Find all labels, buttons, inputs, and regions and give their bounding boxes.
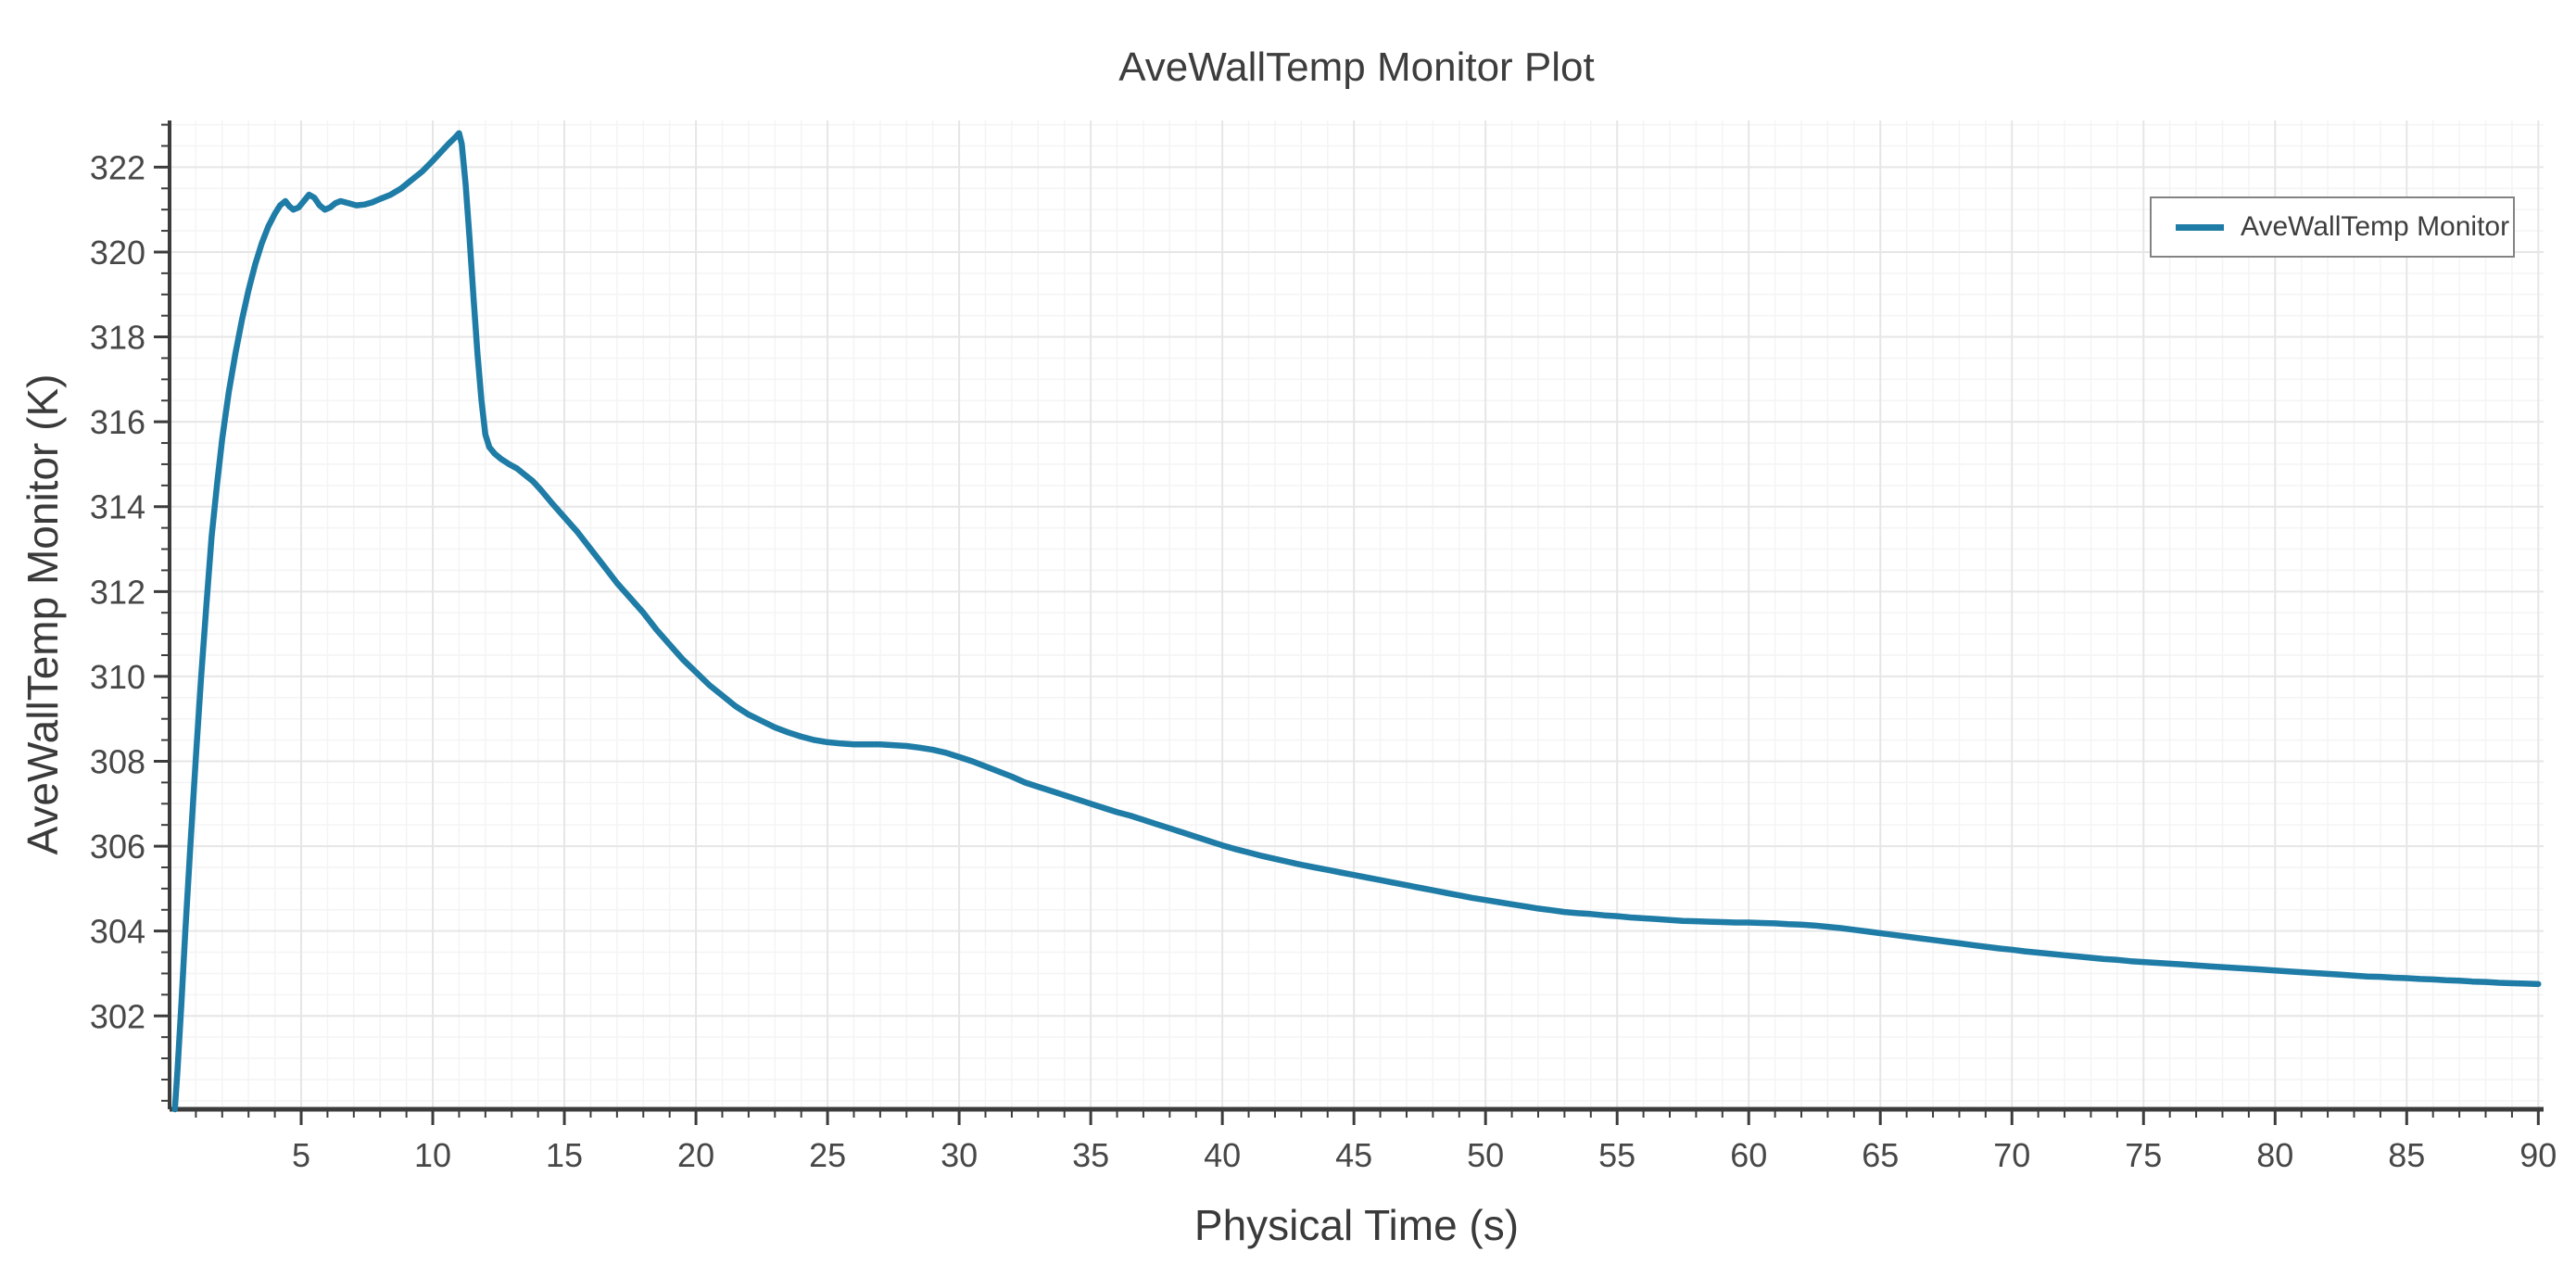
svg-text:5: 5	[292, 1136, 310, 1174]
y-axis-title: AveWallTemp Monitor (K)	[19, 373, 67, 855]
svg-text:302: 302	[90, 997, 145, 1035]
svg-text:75: 75	[2125, 1136, 2162, 1174]
svg-text:312: 312	[90, 573, 145, 611]
svg-text:35: 35	[1072, 1136, 1109, 1174]
svg-text:10: 10	[414, 1136, 451, 1174]
legend-box: AveWallTemp Monitor	[2150, 196, 2515, 258]
svg-text:90: 90	[2519, 1136, 2557, 1174]
svg-text:310: 310	[90, 658, 145, 696]
svg-text:40: 40	[1204, 1136, 1241, 1174]
svg-text:306: 306	[90, 828, 145, 866]
legend-line-swatch	[2176, 223, 2224, 231]
svg-text:304: 304	[90, 913, 145, 951]
svg-text:55: 55	[1598, 1136, 1635, 1174]
svg-text:85: 85	[2388, 1136, 2425, 1174]
legend-series-label: AveWallTemp Monitor	[2241, 211, 2510, 242]
svg-text:70: 70	[1993, 1136, 2030, 1174]
x-axis-title: Physical Time (s)	[1193, 1201, 1520, 1249]
svg-text:60: 60	[1730, 1136, 1767, 1174]
plot-title: AveWallTemp Monitor Plot	[1118, 44, 1595, 90]
svg-text:314: 314	[90, 488, 145, 526]
svg-text:15: 15	[546, 1136, 583, 1174]
svg-text:45: 45	[1335, 1136, 1372, 1174]
svg-text:322: 322	[90, 148, 145, 186]
svg-text:308: 308	[90, 742, 145, 780]
svg-text:320: 320	[90, 234, 145, 272]
svg-text:65: 65	[1862, 1136, 1899, 1174]
svg-text:316: 316	[90, 403, 145, 441]
svg-text:30: 30	[941, 1136, 978, 1174]
svg-text:50: 50	[1467, 1136, 1504, 1174]
svg-text:20: 20	[677, 1136, 714, 1174]
svg-text:25: 25	[809, 1136, 846, 1174]
svg-text:318: 318	[90, 319, 145, 357]
svg-text:80: 80	[2256, 1136, 2293, 1174]
